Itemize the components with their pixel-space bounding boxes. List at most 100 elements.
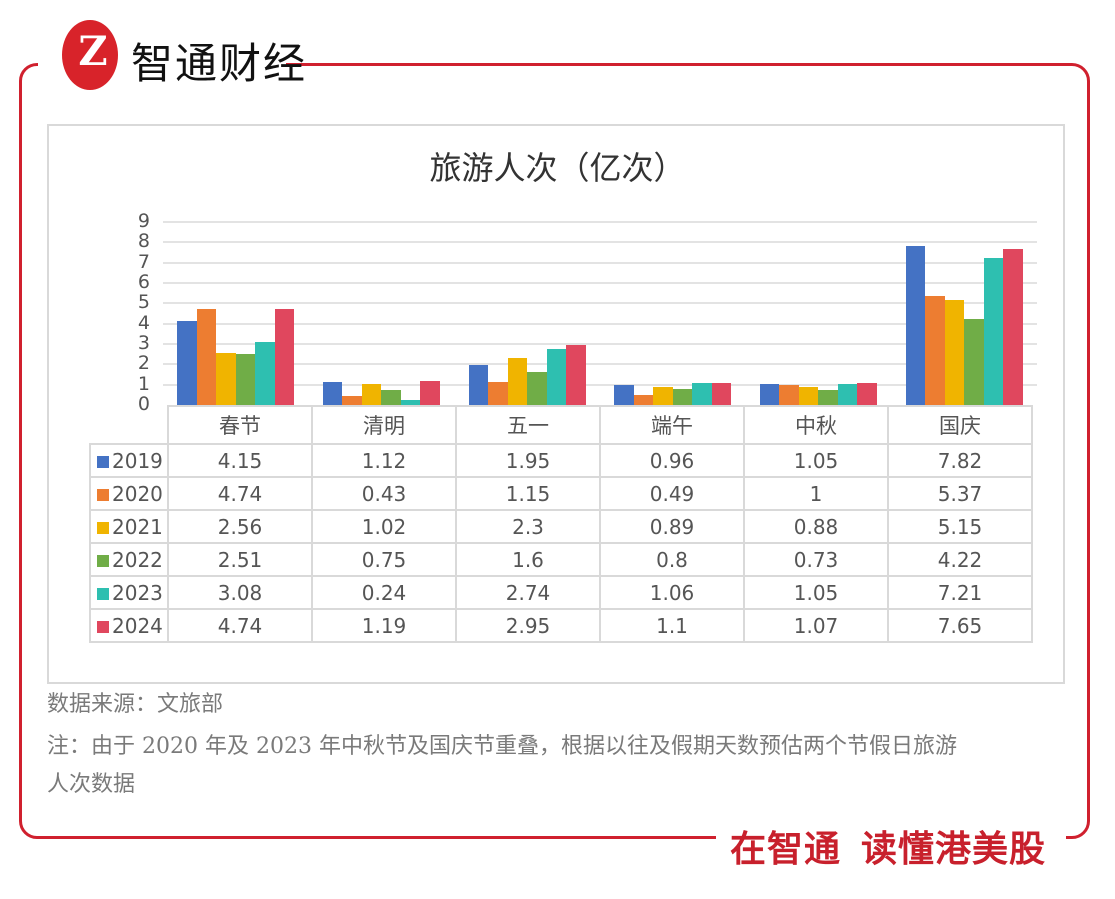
gridline <box>163 302 1037 305</box>
bar <box>361 384 382 405</box>
bar <box>274 308 295 405</box>
series-name: 2021 <box>112 514 163 539</box>
y-tick-label: 8 <box>137 230 150 253</box>
bar <box>964 319 984 405</box>
category-label: 端午 <box>599 405 745 445</box>
table-cell: 1.1 <box>599 608 745 643</box>
bar <box>400 400 421 405</box>
y-tick-label: 5 <box>137 291 150 314</box>
bar <box>381 389 401 405</box>
bar <box>342 396 362 405</box>
bar <box>420 380 440 405</box>
bar-group <box>746 222 892 405</box>
footer-slogan: 在智通 读懂港美股 <box>730 820 1046 872</box>
bar <box>468 365 489 405</box>
table-cell: 4.74 <box>167 476 313 511</box>
legend-entry: 2024 <box>89 608 169 643</box>
table-cell: 0.43 <box>311 476 457 511</box>
table-cell: 7.82 <box>887 443 1033 478</box>
series-name: 2022 <box>112 547 163 572</box>
table-cell: 2.56 <box>167 509 313 544</box>
bar <box>711 382 732 405</box>
gridline <box>163 261 1037 264</box>
logo-circle-icon <box>62 20 118 90</box>
table-cell: 2.51 <box>167 542 313 577</box>
plot-grid <box>163 221 1037 405</box>
bar-plot <box>163 222 1037 405</box>
bar <box>925 295 945 405</box>
table-cell: 1.95 <box>455 443 601 478</box>
bar <box>818 390 838 405</box>
series-name: 2019 <box>112 448 163 473</box>
source-note: 数据来源：文旅部 <box>47 692 224 717</box>
gridline <box>163 322 1037 325</box>
y-tick-label: 1 <box>137 372 150 395</box>
table-cell: 2.74 <box>455 575 601 610</box>
table-cell: 0.24 <box>311 575 457 610</box>
table-cell: 0.73 <box>743 542 889 577</box>
category-label: 清明 <box>311 405 457 445</box>
gridline <box>163 363 1037 366</box>
table-cell: 4.74 <box>167 608 313 643</box>
legend-swatch-icon <box>97 587 109 600</box>
y-tick-label: 6 <box>137 271 150 293</box>
table-cell: 0.8 <box>599 542 745 577</box>
table-cell: 1.06 <box>599 575 745 610</box>
bar <box>653 386 673 405</box>
category-label: 中秋 <box>743 405 889 445</box>
chart-title: 旅游人次（亿次） <box>429 149 686 187</box>
table-cell: 5.15 <box>887 509 1033 544</box>
table-row: 2020 4.74 0.43 1.15 0.49 1 5.37 <box>89 476 1033 511</box>
table-cell: 2.3 <box>455 509 601 544</box>
logo-mark: Z <box>78 28 107 75</box>
footnote-line-1: 注：由于 2020 年及 2023 年中秋节及国庆节重叠，根据以往及假期天数预估… <box>47 734 957 759</box>
legend-entry: 2021 <box>89 509 169 544</box>
bar <box>216 352 236 405</box>
table-row: 2019 4.15 1.12 1.95 0.96 1.05 7.82 <box>89 443 1033 478</box>
bar <box>614 385 634 405</box>
table-cell: 4.22 <box>887 542 1033 577</box>
table-cell: 1 <box>743 476 889 511</box>
bar <box>196 308 217 405</box>
table-cell: 5.37 <box>887 476 1033 511</box>
table-row: 2021 2.56 1.02 2.3 0.89 0.88 5.15 <box>89 509 1033 544</box>
table-cell: 1.02 <box>311 509 457 544</box>
category-label: 春节 <box>167 405 313 445</box>
y-tick-label: 9 <box>137 210 150 232</box>
footnote-line-2: 人次数据 <box>47 772 136 797</box>
brand-logo: Z <box>62 20 118 90</box>
table-cell: 4.15 <box>167 443 313 478</box>
table-cell: 1.19 <box>311 608 457 643</box>
brand-name: 智通财经 <box>131 39 308 88</box>
table-row: 2024 4.74 1.19 2.95 1.1 1.07 7.65 <box>89 608 1033 643</box>
red-frame <box>19 63 1090 839</box>
table-cell: 1.12 <box>311 443 457 478</box>
table-cell: 0.75 <box>311 542 457 577</box>
legend-swatch-icon <box>97 488 109 501</box>
table-cell: 3.08 <box>167 575 313 610</box>
bar <box>322 382 343 405</box>
series-name: 2020 <box>112 481 163 506</box>
y-tick-label: 7 <box>137 250 150 273</box>
legend-swatch-icon <box>97 620 109 633</box>
bar <box>759 383 780 405</box>
bar <box>944 300 965 405</box>
bar-group <box>600 222 746 405</box>
data-table: 春节 清明 五一 端午 中秋 国庆 2019 4.15 1.12 1.95 0.96 1.05 7.82… <box>89 405 1033 643</box>
slogan-right: 读懂港美股 <box>861 829 1047 870</box>
gridline <box>163 241 1037 244</box>
legend-entry: 2020 <box>89 476 169 511</box>
bar-group <box>454 222 600 405</box>
table-cell: 1.05 <box>743 575 889 610</box>
y-tick-label: 2 <box>137 352 150 375</box>
y-tick-label: 4 <box>137 311 150 334</box>
category-label: 五一 <box>455 405 601 445</box>
table-cell: 1.6 <box>455 542 601 577</box>
bar <box>983 258 1004 405</box>
bar <box>798 387 819 405</box>
bar-group <box>891 222 1037 405</box>
table-cell: 0.88 <box>743 509 889 544</box>
table-cell: 7.65 <box>887 608 1033 643</box>
bar <box>857 383 877 405</box>
table-row: 2022 2.51 0.75 1.6 0.8 0.73 4.22 <box>89 542 1033 577</box>
